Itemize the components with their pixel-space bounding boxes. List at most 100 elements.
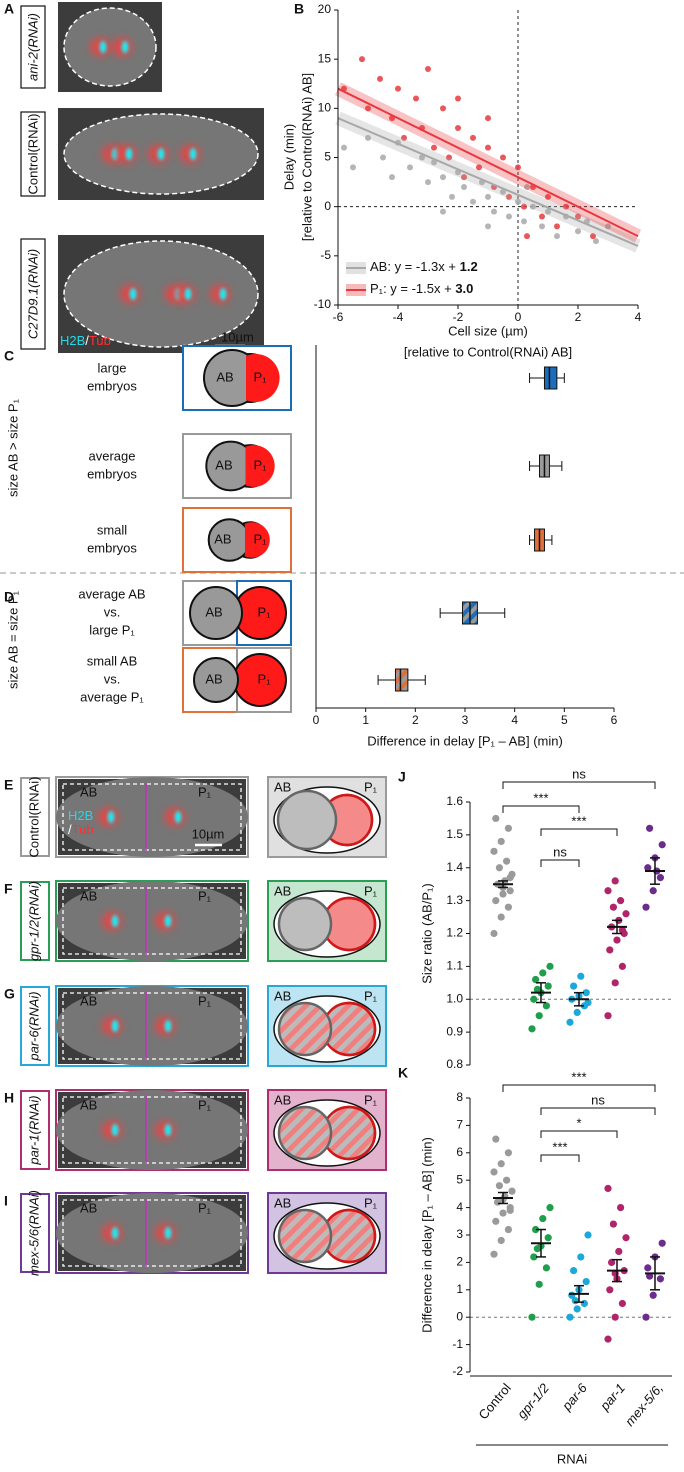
panel-letter: H <box>4 1090 14 1106</box>
data-point <box>504 824 512 832</box>
data-point <box>545 208 551 215</box>
channel-legend: H2B/Tub <box>60 333 111 348</box>
legend-intercept: 1.2 <box>460 259 478 274</box>
data-point <box>530 995 538 1003</box>
x-tick-label: 0 <box>313 713 320 727</box>
data-point <box>646 824 654 832</box>
data-point <box>407 164 413 171</box>
data-point <box>431 144 437 151</box>
dna-signal <box>99 41 107 53</box>
y-tick-label: 0 <box>324 199 331 213</box>
cell-p1-front <box>332 896 377 952</box>
data-point <box>532 975 540 984</box>
roi <box>62 992 242 1060</box>
data-point <box>535 1012 543 1020</box>
significance-bracket <box>502 805 580 813</box>
data-point <box>644 864 652 872</box>
data-point <box>573 1008 581 1017</box>
roi <box>62 783 242 851</box>
cell-label: AB <box>214 531 231 546</box>
data-point <box>500 188 506 195</box>
data-point <box>504 1149 512 1157</box>
x-tick-label: 4 <box>635 310 642 324</box>
cell-label: AB <box>274 988 291 1003</box>
roi <box>62 1199 242 1267</box>
significance-label: * <box>576 1115 581 1130</box>
data-point <box>506 874 514 882</box>
data-point <box>503 857 511 865</box>
row-label: embryos <box>87 378 137 393</box>
y-tick-label: 5 <box>456 1172 463 1186</box>
significance-bracket <box>540 1154 580 1162</box>
data-point <box>461 174 467 181</box>
data-point <box>582 1277 590 1286</box>
cell-ab <box>189 586 243 640</box>
channel-name: H2B <box>68 808 93 823</box>
data-point <box>539 223 545 230</box>
x-tick-label: 2 <box>412 713 419 727</box>
cell-label: AB <box>274 1092 291 1107</box>
x-tick-label: 5 <box>561 713 568 727</box>
data-point <box>533 985 542 993</box>
outline <box>63 240 259 348</box>
data-point <box>521 218 527 225</box>
significance-label: *** <box>533 790 548 805</box>
y-tick-label: 4 <box>456 1200 463 1214</box>
panel-letter: J <box>398 769 406 785</box>
data-point <box>604 1184 612 1193</box>
y-tick-label: 1.3 <box>446 893 463 907</box>
legend-equation: : y = -1.5x + <box>383 281 455 296</box>
data-point <box>506 1206 514 1214</box>
data-point <box>580 1299 589 1308</box>
data-point <box>530 1253 538 1261</box>
data-point <box>615 1247 623 1256</box>
label-box <box>20 111 46 197</box>
data-point <box>532 1225 540 1234</box>
significance-label: *** <box>552 1139 567 1154</box>
data-point <box>365 134 371 141</box>
data-point <box>530 203 536 210</box>
data-point <box>554 223 560 230</box>
y-tick-label: 1.5 <box>446 827 463 841</box>
y-tick-label: 0.8 <box>446 1057 463 1071</box>
scale-label: 10µm <box>221 329 254 344</box>
cell-ab <box>276 789 338 851</box>
data-point <box>545 193 551 200</box>
y-tick-label: 2 <box>456 1255 463 1269</box>
data-point <box>413 95 419 102</box>
panel-letter: A <box>4 1 14 17</box>
data-point <box>577 1253 585 1261</box>
data-point <box>539 213 545 220</box>
y-tick-label: 1.4 <box>446 860 463 874</box>
data-point <box>554 233 560 240</box>
legend-name: AB <box>370 259 387 274</box>
data-point <box>573 1305 581 1313</box>
data-point <box>528 1025 536 1033</box>
significance-bracket <box>540 1130 618 1138</box>
channel-name: Tub <box>72 822 94 837</box>
data-point <box>401 134 407 141</box>
legend-entry: P₁: y = -1.5x + 3.0 <box>370 281 473 296</box>
dna-signal <box>184 288 192 300</box>
significance-label: ns <box>591 1092 605 1107</box>
cell-label: AB <box>80 1200 97 1215</box>
data-point <box>490 1250 498 1258</box>
row-label: mex-5/6(RNAi) <box>26 1190 41 1276</box>
data-point <box>497 837 505 846</box>
embryo <box>56 881 248 961</box>
dna-signal <box>219 288 227 300</box>
data-point <box>470 134 476 141</box>
data-point <box>604 887 612 895</box>
cell-label: AB <box>216 369 233 384</box>
cell-label: P₁ <box>253 457 267 472</box>
data-point <box>528 1313 536 1321</box>
data-point <box>506 887 514 895</box>
dna-signal <box>174 811 182 823</box>
channel-name: / <box>85 333 89 348</box>
row-label: par-1(RNAi) <box>26 1095 41 1165</box>
cell-label: AB <box>274 1195 291 1210</box>
y-tick-label: -10 <box>314 297 332 311</box>
row-label: vs. <box>104 671 121 686</box>
row-label: average P₁ <box>80 689 144 704</box>
group-label: RNAi <box>557 1451 587 1466</box>
